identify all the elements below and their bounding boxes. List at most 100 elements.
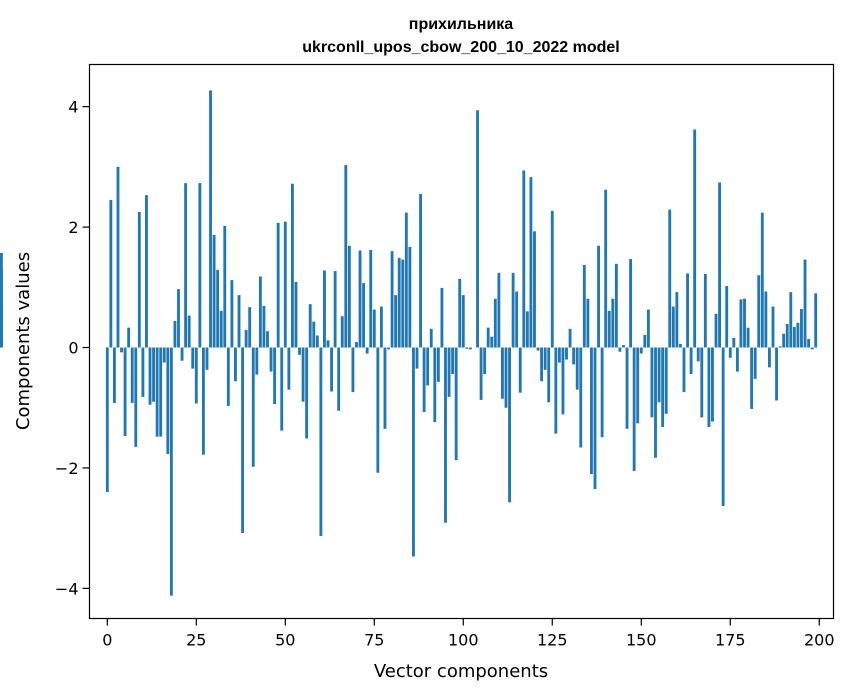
bar [689, 347, 693, 375]
bar [611, 298, 615, 348]
bar [807, 339, 811, 348]
bar [251, 347, 255, 467]
bar [764, 291, 768, 348]
bar [468, 347, 472, 350]
bar [561, 347, 565, 415]
bar [344, 165, 348, 348]
bar [429, 328, 433, 348]
bar [557, 347, 561, 363]
bar [508, 347, 511, 503]
bar [255, 347, 259, 375]
bar [173, 321, 177, 348]
bar [187, 315, 191, 348]
bar [465, 347, 469, 349]
bar [582, 265, 586, 348]
bar [586, 298, 590, 348]
bar [401, 259, 405, 348]
bar [604, 189, 608, 348]
bar [782, 333, 786, 348]
y-axis-ticks: −4 −2 0 2 4 [55, 98, 90, 598]
bar [618, 347, 622, 352]
bar [739, 299, 743, 348]
bar [572, 347, 576, 365]
bar [636, 347, 640, 424]
x-tick-label: 75 [364, 631, 384, 650]
bar [219, 310, 223, 348]
bar [422, 347, 426, 412]
bar [340, 316, 344, 348]
bar [248, 307, 252, 348]
bar [298, 347, 301, 355]
bar [565, 347, 568, 360]
bar [671, 306, 675, 348]
bar [650, 347, 654, 418]
bar [230, 280, 234, 348]
bar [234, 347, 237, 382]
bar [686, 273, 689, 348]
bar [212, 234, 216, 348]
bar [319, 347, 323, 536]
bar [397, 257, 401, 348]
bar [333, 271, 337, 348]
bar [810, 347, 814, 350]
bar [803, 259, 807, 348]
bar [433, 347, 437, 423]
bar [372, 309, 376, 348]
bar [593, 347, 597, 490]
chart-title-line-1: прихильника [409, 16, 514, 33]
bar [198, 183, 202, 348]
y-tick-label: 2 [68, 218, 78, 237]
bar [308, 304, 312, 348]
bar [323, 270, 326, 348]
bar [347, 245, 351, 348]
bar [134, 347, 138, 447]
bar [711, 347, 714, 422]
x-tick-label: 125 [537, 631, 568, 650]
bar [127, 327, 131, 348]
x-tick-label: 150 [626, 631, 657, 650]
x-tick-label: 0 [102, 631, 112, 650]
bar [276, 222, 280, 348]
bar [351, 347, 355, 393]
bar [116, 166, 120, 348]
bar [622, 345, 625, 348]
bar [184, 183, 188, 348]
bar [643, 334, 647, 348]
bar [312, 321, 316, 348]
bar [330, 347, 333, 392]
bar [543, 347, 547, 370]
bar [476, 110, 479, 348]
bar [290, 183, 294, 348]
x-axis-ticks: 0 25 50 75 100 125 150 175 200 [102, 618, 835, 650]
bar [735, 347, 739, 372]
bar [682, 347, 686, 393]
bar [668, 209, 672, 348]
bar [771, 306, 775, 348]
bar [408, 246, 412, 348]
x-tick-label: 25 [186, 631, 206, 650]
bar [305, 347, 309, 439]
y-tick-label: −4 [55, 579, 79, 598]
bar [148, 347, 152, 405]
bar [504, 347, 508, 408]
bar [223, 225, 227, 348]
bar [746, 327, 750, 348]
y-tick-label: −2 [55, 459, 79, 478]
bar [444, 347, 447, 523]
bar [461, 295, 465, 348]
bar [768, 347, 771, 368]
bar [533, 231, 536, 348]
bar [355, 342, 358, 348]
x-axis-label: Vector components [374, 661, 548, 682]
bar [159, 347, 163, 437]
bar [387, 347, 390, 350]
bar [287, 347, 291, 390]
bar [493, 298, 497, 348]
x-tick-label: 50 [275, 631, 295, 650]
bar [515, 291, 519, 348]
bar [547, 347, 551, 403]
bar [216, 269, 220, 348]
bar [419, 193, 422, 348]
bar [258, 276, 262, 348]
bar [522, 170, 526, 348]
